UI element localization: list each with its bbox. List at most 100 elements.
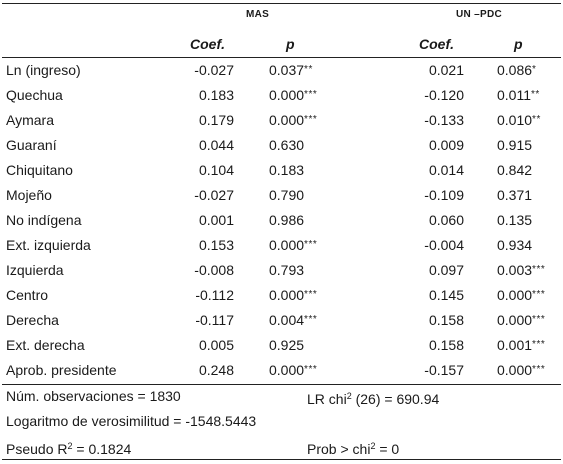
mas-p-value: 0.004 [269, 312, 305, 328]
mas-p-cell: 0.986 [269, 210, 349, 230]
un-significance-stars: ** [531, 89, 540, 100]
table-row: Ext. derecha 0.005 0.925 0.158 0.001*** [0, 335, 563, 359]
un-p-value: 0.934 [497, 237, 533, 253]
mas-coef-cell: 0.044 [198, 137, 234, 153]
un-significance-stars: *** [532, 264, 546, 275]
row-label: Ext. derecha [6, 337, 85, 353]
col-header-un-coef: Coef. [419, 36, 454, 52]
un-p-cell: 0.086* [497, 60, 563, 80]
row-label: Ext. izquierda [6, 237, 91, 253]
mas-significance-stars: *** [304, 89, 318, 100]
un-coef-cell: -0.157 [424, 362, 464, 378]
un-coef-cell: 0.060 [428, 212, 464, 228]
table-row: Chiquitano 0.104 0.183 0.014 0.842 [0, 160, 563, 184]
un-p-value: 0.011 [497, 87, 531, 103]
mas-p-value: 0.000 [269, 112, 305, 128]
mas-coef-cell: -0.117 [195, 312, 234, 328]
un-coef-cell: 0.097 [428, 262, 464, 278]
mas-significance-stars: *** [304, 114, 318, 125]
un-p-value: 0.003 [497, 262, 533, 278]
table-row: Aymara 0.179 0.000*** -0.133 0.010** [0, 110, 563, 134]
mas-significance-stars: *** [304, 239, 318, 250]
mas-p-cell: 0.790 [269, 185, 349, 205]
row-label: Quechua [6, 87, 63, 103]
table-row: Centro -0.112 0.000*** 0.145 0.000*** [0, 285, 563, 309]
mas-p-value: 0.000 [269, 362, 305, 378]
un-p-cell: 0.000*** [497, 285, 563, 305]
mas-p-value: 0.037 [269, 62, 305, 78]
mas-p-cell: 0.183 [269, 160, 349, 180]
mas-coef-cell: 0.104 [198, 162, 234, 178]
mas-p-cell: 0.000*** [269, 85, 349, 105]
un-p-value: 0.000 [497, 287, 533, 303]
mas-coef-cell: -0.008 [194, 262, 234, 278]
row-label: Derecha [6, 312, 59, 328]
mas-p-cell: 0.000*** [269, 360, 349, 380]
table-row: Aprob. presidente 0.248 0.000*** -0.157 0.00… [0, 360, 563, 384]
un-coef-cell: 0.014 [428, 162, 464, 178]
stat-prob-chi2: Prob > chi2 = 0 [307, 436, 399, 459]
stat-lr-chi2: LR chi2 (26) = 690.94 [307, 386, 439, 409]
stat-pseudo-sup: 2 [67, 441, 73, 451]
mas-p-cell: 0.000*** [269, 110, 349, 130]
stat-prob-prefix: Prob > chi [307, 441, 371, 457]
mas-p-cell: 0.000*** [269, 235, 349, 255]
mas-p-cell: 0.000*** [269, 285, 349, 305]
un-significance-stars: *** [532, 289, 546, 300]
un-p-cell: 0.001*** [497, 335, 563, 355]
un-p-cell: 0.003*** [497, 260, 563, 280]
row-label: Ln (ingreso) [6, 62, 81, 78]
mas-significance-stars: *** [304, 364, 318, 375]
stat-prob-suffix: = 0 [375, 441, 400, 457]
table-row: Quechua 0.183 0.000*** -0.120 0.011** [0, 85, 563, 109]
un-coef-cell: 0.158 [428, 337, 464, 353]
stat-loglik: Logaritmo de verosimilitud = -1548.5443 [6, 413, 257, 429]
un-significance-stars: *** [532, 314, 546, 325]
bottom-rule [2, 459, 561, 460]
col-header-un-p: p [514, 36, 523, 52]
un-significance-stars: * [532, 64, 537, 75]
un-p-cell: 0.000*** [497, 360, 563, 380]
un-p-value: 0.010 [497, 112, 533, 128]
body-rule [2, 384, 561, 385]
mas-p-cell: 0.630 [269, 135, 349, 155]
mas-coef-cell: 0.179 [198, 112, 234, 128]
top-rule [2, 3, 561, 4]
un-significance-stars: ** [532, 114, 541, 125]
group-header-un-pdc: UN –PDC [456, 9, 502, 20]
un-p-value: 0.000 [497, 362, 533, 378]
header-rule [2, 57, 561, 58]
mas-p-value: 0.000 [269, 87, 305, 103]
un-p-value: 0.001 [497, 337, 533, 353]
row-label: Izquierda [6, 262, 64, 278]
mas-p-cell: 0.793 [269, 260, 349, 280]
row-label: Aprob. presidente [6, 362, 117, 378]
mas-p-value: 0.183 [269, 162, 305, 178]
un-p-cell: 0.010** [497, 110, 563, 130]
un-significance-stars: *** [532, 364, 546, 375]
un-coef-cell: -0.120 [424, 87, 464, 103]
un-significance-stars: *** [532, 339, 546, 350]
mas-p-value: 0.000 [269, 237, 305, 253]
mas-p-value: 0.790 [269, 187, 305, 203]
mas-coef-cell: 0.001 [198, 212, 234, 228]
table-row: Derecha -0.117 0.004*** 0.158 0.000*** [0, 310, 563, 334]
mas-coef-cell: -0.112 [195, 287, 234, 303]
mas-coef-cell: 0.153 [198, 237, 234, 253]
table-row: Ext. izquierda 0.153 0.000*** -0.004 0.934 [0, 235, 563, 259]
un-p-value: 0.915 [497, 137, 533, 153]
un-p-value: 0.000 [497, 312, 533, 328]
un-coef-cell: 0.145 [428, 287, 464, 303]
mas-p-cell: 0.004*** [269, 310, 349, 330]
stat-lr-suffix: (26) = 690.94 [351, 391, 440, 407]
mas-significance-stars: *** [304, 314, 318, 325]
un-coef-cell: 0.158 [428, 312, 464, 328]
stat-observations: Núm. observaciones = 1830 [6, 388, 181, 404]
mas-p-value: 0.630 [269, 137, 305, 153]
mas-coef-cell: 0.183 [198, 87, 234, 103]
mas-coef-cell: 0.248 [198, 362, 234, 378]
mas-significance-stars: *** [304, 289, 318, 300]
stat-lr-sup: 2 [346, 391, 352, 401]
mas-coef-cell: -0.027 [194, 62, 234, 78]
